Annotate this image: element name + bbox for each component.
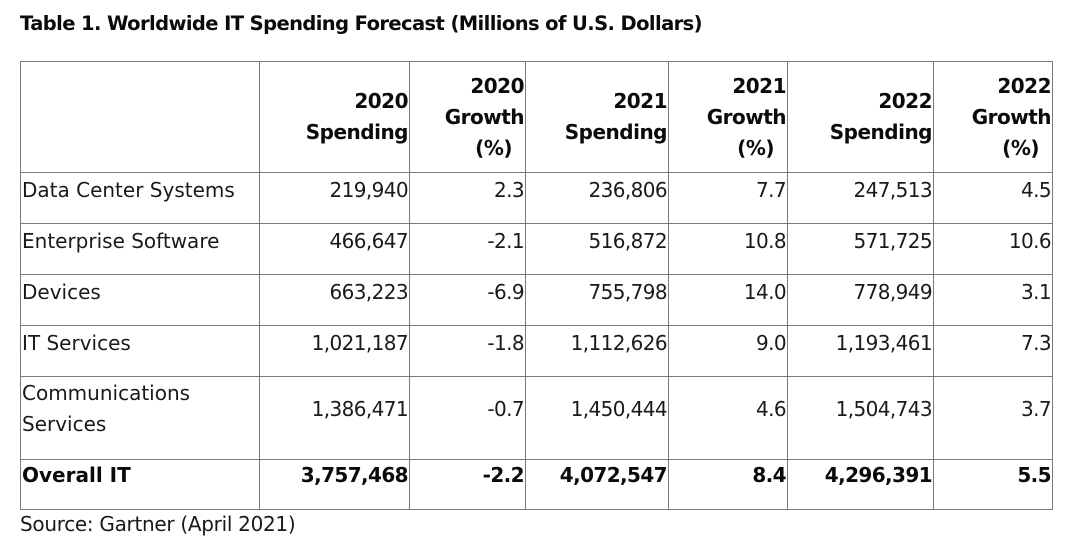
growth-2021-cell: 8.4 [668, 459, 788, 510]
header-category [20, 61, 260, 173]
spend-2020-cell: 3,757,468 [259, 459, 410, 510]
header-line: 2021 [613, 89, 667, 113]
spend-2022-cell: 1,504,743 [787, 376, 934, 460]
spend-2021-cell: 755,798 [525, 274, 669, 326]
category-cell: Devices [20, 274, 260, 326]
growth-2021-cell: 14.0 [668, 274, 788, 326]
header-line: 2022 [997, 73, 1051, 98]
spend-2021-cell: 236,806 [525, 172, 669, 224]
category-cell: Enterprise Software [20, 223, 260, 275]
growth-2021-cell: 4.6 [668, 376, 788, 460]
category-cell: Overall IT [20, 459, 260, 510]
table-row: Data Center Systems 219,940 2.3 236,806 … [20, 172, 1053, 224]
header-2022-spending: 2022 Spending [787, 61, 934, 173]
growth-2022-cell: 7.3 [933, 325, 1053, 377]
header-2022-growth: 2022 Growth (%) [933, 61, 1053, 173]
spend-2020-cell: 1,021,187 [259, 325, 410, 377]
header-2021-growth: 2021 Growth (%) [668, 61, 788, 173]
header-line: (%) [475, 135, 512, 160]
source-note: Source: Gartner (April 2021) [20, 512, 296, 536]
header-line: 2022 [878, 89, 932, 113]
spend-2020-cell: 663,223 [259, 274, 410, 326]
header-line: Spending [305, 120, 409, 144]
growth-2020-cell: -0.7 [409, 376, 526, 460]
spend-2021-cell: 516,872 [525, 223, 669, 275]
category-cell: IT Services [20, 325, 260, 377]
growth-2021-cell: 10.8 [668, 223, 788, 275]
growth-2021-cell: 7.7 [668, 172, 788, 224]
category-cell: Data Center Systems [20, 172, 260, 224]
header-line: Spending [829, 120, 933, 144]
spend-2020-cell: 1,386,471 [259, 376, 410, 460]
header-row: 2020 Spending 2020 Growth (%) 2021 Spend… [20, 61, 1053, 173]
header-line: Growth [706, 104, 787, 129]
table-row: Communications Services 1,386,471 -0.7 1… [20, 376, 1053, 460]
header-line: (%) [1002, 135, 1039, 160]
growth-2022-cell: 5.5 [933, 459, 1053, 510]
growth-2022-cell: 3.7 [933, 376, 1053, 460]
category-cell: Communications Services [20, 376, 260, 460]
header-line: 2021 [732, 73, 786, 98]
spend-2022-cell: 247,513 [787, 172, 934, 224]
spend-2022-cell: 1,193,461 [787, 325, 934, 377]
table-row: Enterprise Software 466,647 -2.1 516,872… [20, 223, 1053, 275]
spend-2022-cell: 778,949 [787, 274, 934, 326]
header-2020-spending: 2020 Spending [259, 61, 410, 173]
header-2020-growth: 2020 Growth (%) [409, 61, 526, 173]
spend-2020-cell: 219,940 [259, 172, 410, 224]
header-line: (%) [737, 135, 774, 160]
growth-2022-cell: 10.6 [933, 223, 1053, 275]
total-row: Overall IT 3,757,468 -2.2 4,072,547 8.4 … [20, 459, 1053, 510]
growth-2020-cell: -1.8 [409, 325, 526, 377]
spend-2021-cell: 4,072,547 [525, 459, 669, 510]
header-2021-spending: 2021 Spending [525, 61, 669, 173]
header-line: Growth [444, 104, 525, 129]
spend-2021-cell: 1,112,626 [525, 325, 669, 377]
header-line: 2020 [470, 73, 524, 98]
header-line: Spending [564, 120, 668, 144]
growth-2021-cell: 9.0 [668, 325, 788, 377]
it-spending-table: 2020 Spending 2020 Growth (%) 2021 Spend… [20, 61, 1053, 510]
spend-2021-cell: 1,450,444 [525, 376, 669, 460]
growth-2020-cell: -2.2 [409, 459, 526, 510]
growth-2022-cell: 4.5 [933, 172, 1053, 224]
growth-2020-cell: -2.1 [409, 223, 526, 275]
header-line: 2020 [354, 89, 408, 113]
table-title: Table 1. Worldwide IT Spending Forecast … [20, 12, 703, 35]
header-line: Growth [971, 104, 1052, 129]
growth-2020-cell: 2.3 [409, 172, 526, 224]
spend-2022-cell: 571,725 [787, 223, 934, 275]
table-row: IT Services 1,021,187 -1.8 1,112,626 9.0… [20, 325, 1053, 377]
table-row: Devices 663,223 -6.9 755,798 14.0 778,94… [20, 274, 1053, 326]
spend-2020-cell: 466,647 [259, 223, 410, 275]
growth-2022-cell: 3.1 [933, 274, 1053, 326]
growth-2020-cell: -6.9 [409, 274, 526, 326]
spend-2022-cell: 4,296,391 [787, 459, 934, 510]
